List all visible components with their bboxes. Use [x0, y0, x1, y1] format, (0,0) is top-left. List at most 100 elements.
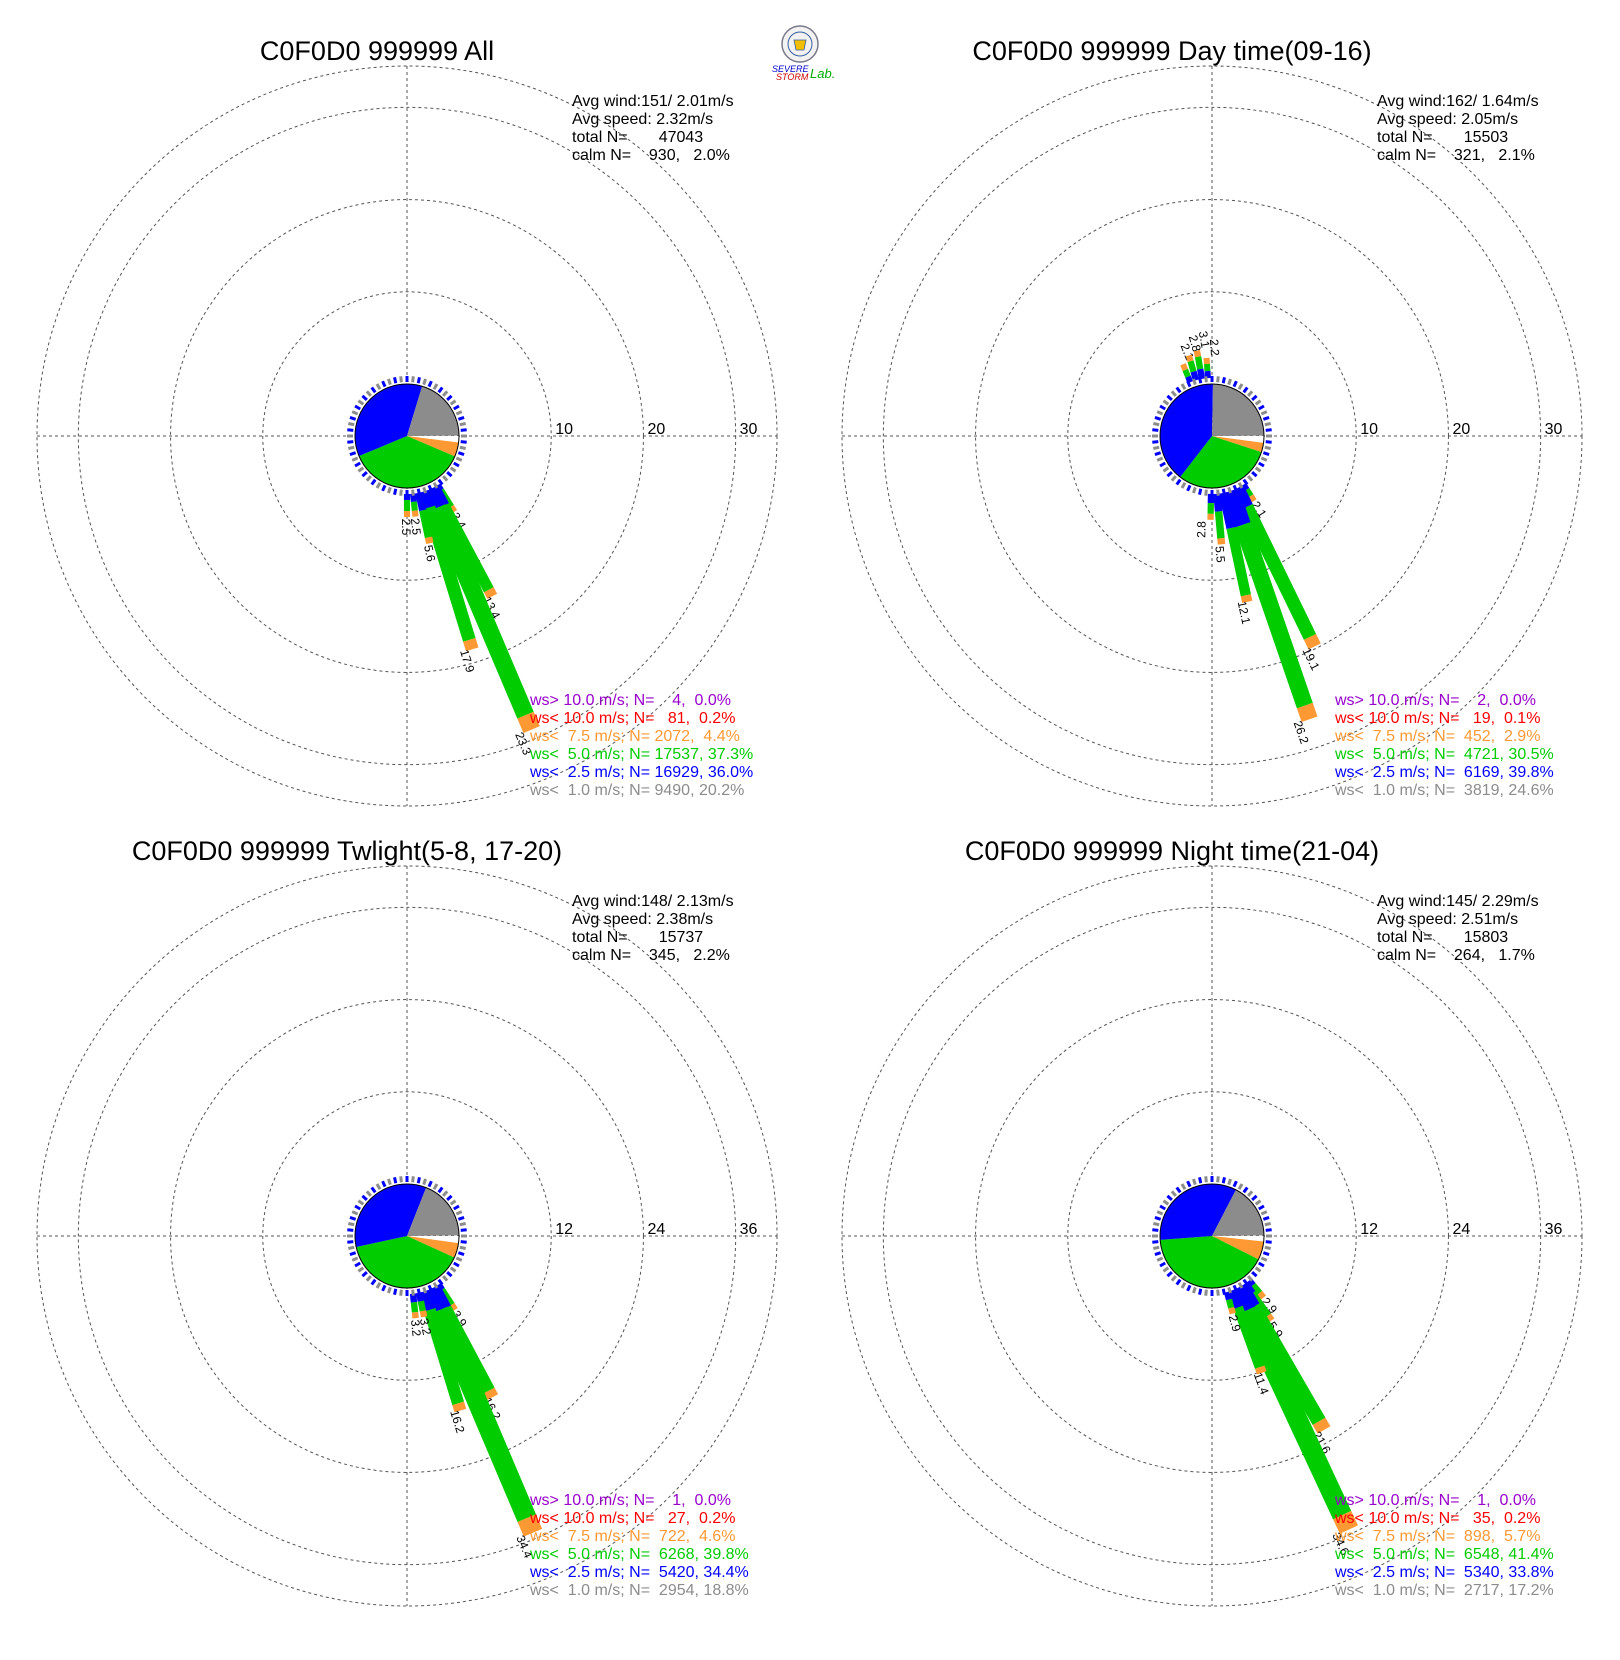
- direction-tick: [361, 471, 368, 478]
- pie-slice-lt5: [356, 1236, 455, 1289]
- pie-slice-lt2_5: [1160, 1183, 1236, 1240]
- bar-segment-lt2_5: [1223, 1291, 1233, 1301]
- direction-tick: [1251, 394, 1258, 401]
- bar-value-label: 3.2: [417, 1317, 434, 1337]
- direction-tick: [365, 390, 372, 397]
- direction-tick: [411, 1176, 415, 1183]
- bar-segment-lt5: [423, 1308, 465, 1406]
- direction-tick: [1258, 1204, 1265, 1211]
- direction-tick: [1152, 422, 1160, 427]
- legend-entry: ws< 7.5 m/s; N= 898, 5.7%: [1334, 1528, 1540, 1545]
- bar-value-label: 5.5: [1212, 545, 1227, 563]
- direction-tick: [351, 1210, 359, 1216]
- bar-segment-lt5: [1226, 526, 1251, 597]
- bar-value-label: 12.1: [1235, 600, 1254, 626]
- bar-segment-lt5: [410, 1301, 419, 1313]
- legend-entry: ws< 1.0 m/s; N= 2717, 17.2%: [1334, 1582, 1554, 1599]
- bar-segment-lt7_5: [1257, 1290, 1267, 1300]
- direction-tick: [387, 378, 392, 386]
- pie-slice-lt2_5: [355, 384, 423, 457]
- ring-label: 12: [555, 1221, 573, 1238]
- direction-tick: [347, 1228, 354, 1232]
- direction-tick: [1186, 380, 1192, 388]
- bar-segment-lt7_5: [517, 711, 540, 734]
- direction-tick: [1152, 445, 1160, 450]
- direction-tick: [432, 1183, 439, 1190]
- direction-tick: [1247, 1275, 1254, 1282]
- direction-tick: [1264, 1245, 1272, 1250]
- bar-value-label: 2.2: [1207, 339, 1222, 357]
- direction-tick: [449, 1266, 457, 1273]
- bar-value-label: 26.2: [1291, 719, 1312, 746]
- direction-tick: [437, 386, 444, 394]
- direction-tick: [1204, 376, 1208, 383]
- logo-seal-ring: [787, 31, 813, 57]
- pie-slice-lt2_5: [1159, 384, 1213, 478]
- bar-segment-lt7_5: [1217, 538, 1226, 545]
- direction-tick: [442, 475, 449, 482]
- direction-tick: [370, 1278, 377, 1286]
- direction-tick: [1192, 1286, 1197, 1294]
- legend-entry: ws< 10.0 m/s; N= 27, 0.2%: [529, 1510, 735, 1527]
- direction-tick: [1166, 394, 1173, 401]
- direction-tick: [1159, 1204, 1166, 1211]
- direction-tick: [1170, 1190, 1177, 1197]
- direction-tick: [1258, 1261, 1265, 1268]
- direction-tick: [1166, 471, 1173, 478]
- bar-segment-lt7_5: [1193, 350, 1202, 358]
- direction-tick: [349, 1251, 357, 1256]
- direction-tick: [411, 1289, 415, 1296]
- direction-tick: [437, 478, 444, 486]
- direction-tick: [399, 1289, 403, 1296]
- direction-tick: [427, 484, 433, 492]
- direction-tick: [1221, 488, 1226, 496]
- direction-tick: [427, 1284, 433, 1292]
- logo-text-3: Lab.: [810, 66, 835, 81]
- direction-tick: [357, 1199, 365, 1206]
- stat-line: Avg wind:151/ 2.01m/s: [572, 93, 734, 110]
- direction-tick: [1154, 451, 1162, 456]
- bar-segment-lt7_5: [1333, 1510, 1358, 1534]
- bar-value-label: 5.6: [421, 544, 438, 564]
- bar-segment-lt7_5: [1228, 1306, 1236, 1315]
- bar-value-label: 16.2: [447, 1408, 467, 1435]
- direction-tick: [1152, 1222, 1160, 1227]
- direction-tick: [1260, 1256, 1268, 1262]
- bar-value-label: 2.8: [1186, 334, 1204, 354]
- direction-tick: [1264, 1222, 1272, 1227]
- legend-entry: ws> 10.0 m/s; N= 1, 0.0%: [1334, 1492, 1536, 1509]
- direction-tick: [1237, 482, 1244, 489]
- stat-line: calm N= 345, 2.2%: [572, 947, 730, 964]
- direction-tick: [1159, 461, 1166, 468]
- direction-tick: [399, 489, 403, 496]
- direction-tick: [1216, 376, 1220, 383]
- pie-slice-lt5: [1160, 1236, 1259, 1288]
- pie-slice-lt5: [359, 436, 455, 488]
- bar-segment-lt5: [1187, 360, 1197, 373]
- direction-tick: [460, 440, 467, 444]
- range-ring: [262, 1091, 552, 1381]
- direction-tick: [1254, 466, 1262, 473]
- direction-tick: [347, 1245, 355, 1250]
- direction-tick: [393, 1176, 398, 1184]
- legend-entry: ws< 5.0 m/s; N= 4721, 30.5%: [1334, 746, 1554, 763]
- direction-tick: [1198, 1176, 1203, 1184]
- direction-tick: [1216, 1176, 1220, 1183]
- direction-tick: [1247, 475, 1254, 482]
- direction-tick: [393, 376, 398, 384]
- bar-segment-lt7_5: [1264, 1313, 1275, 1323]
- bar-segment-lt5: [1237, 1306, 1352, 1520]
- direction-tick: [459, 1245, 467, 1250]
- direction-tick: [393, 1288, 398, 1296]
- direction-tick: [1159, 404, 1166, 411]
- direction-tick: [459, 445, 467, 450]
- pie-slice-lt1: [407, 1187, 459, 1236]
- pie-slice-lt1: [1212, 1189, 1264, 1236]
- direction-tick: [357, 399, 365, 406]
- ring-label: 20: [647, 421, 665, 438]
- direction-tick: [1262, 416, 1270, 421]
- direction-tick: [354, 461, 361, 468]
- direction-tick: [354, 1261, 361, 1268]
